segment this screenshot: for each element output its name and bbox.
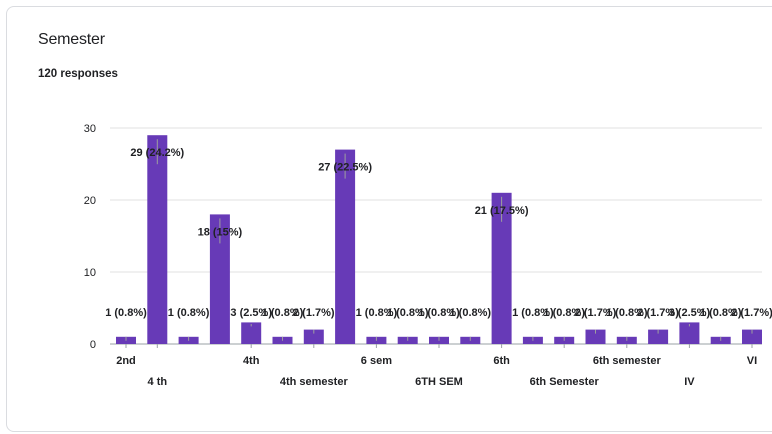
x-category-label: IV <box>684 376 695 388</box>
data-label: 1 (0.8%) <box>418 307 460 319</box>
x-category-label: 4th <box>243 355 260 367</box>
data-label: 2 (1.7%) <box>731 307 772 319</box>
data-label: 1 (0.8%) <box>700 307 742 319</box>
data-label: 1 (0.8%) <box>387 307 429 319</box>
bar <box>147 135 168 344</box>
data-label: 1 (0.8%) <box>450 307 492 319</box>
chart-title: Semester <box>38 31 105 48</box>
response-count: 120 responses <box>38 68 118 80</box>
bar <box>585 329 606 344</box>
x-category-label: VI <box>747 355 757 367</box>
data-label: 1 (0.8%) <box>512 307 554 319</box>
x-category-label: 6 sem <box>361 355 392 367</box>
bar <box>335 149 356 344</box>
data-label: 2 (1.7%) <box>293 307 335 319</box>
bar <box>491 192 512 344</box>
bar <box>241 322 262 344</box>
y-tick-label: 30 <box>84 123 96 135</box>
data-label: 27 (22.5%) <box>318 162 372 174</box>
data-label: 1 (0.8%) <box>262 307 304 319</box>
data-label: 1 (0.8%) <box>606 307 648 319</box>
data-label: 3 (2.5%) <box>669 307 711 319</box>
y-tick-label: 20 <box>84 195 96 207</box>
data-label: 1 (0.8%) <box>105 307 147 319</box>
x-category-label: 6th Semester <box>530 376 600 388</box>
data-label: 2 (1.7%) <box>575 307 617 319</box>
chart-card <box>6 6 772 432</box>
bar <box>679 322 700 344</box>
data-label: 2 (1.7%) <box>637 307 679 319</box>
data-label: 29 (24.2%) <box>130 147 184 159</box>
bar <box>209 214 230 344</box>
bar <box>742 329 762 344</box>
data-label: 1 (0.8%) <box>356 307 398 319</box>
data-label: 21 (17.5%) <box>475 205 529 217</box>
data-label: 1 (0.8%) <box>168 307 210 319</box>
data-label: 18 (15%) <box>198 226 243 238</box>
x-category-label: 6TH SEM <box>415 376 463 388</box>
x-category-label: 6th semester <box>593 355 662 367</box>
data-label: 3 (2.5%) <box>230 307 272 319</box>
y-tick-label: 0 <box>90 339 96 351</box>
x-category-label: 2nd <box>116 355 136 367</box>
bar <box>303 329 324 344</box>
data-label: 1 (0.8%) <box>543 307 585 319</box>
x-category-label: 6th <box>493 355 510 367</box>
x-category-label: 4th semester <box>280 376 349 388</box>
bar <box>648 329 669 344</box>
x-category-label: 4 th <box>148 376 168 388</box>
y-tick-label: 10 <box>84 267 96 279</box>
